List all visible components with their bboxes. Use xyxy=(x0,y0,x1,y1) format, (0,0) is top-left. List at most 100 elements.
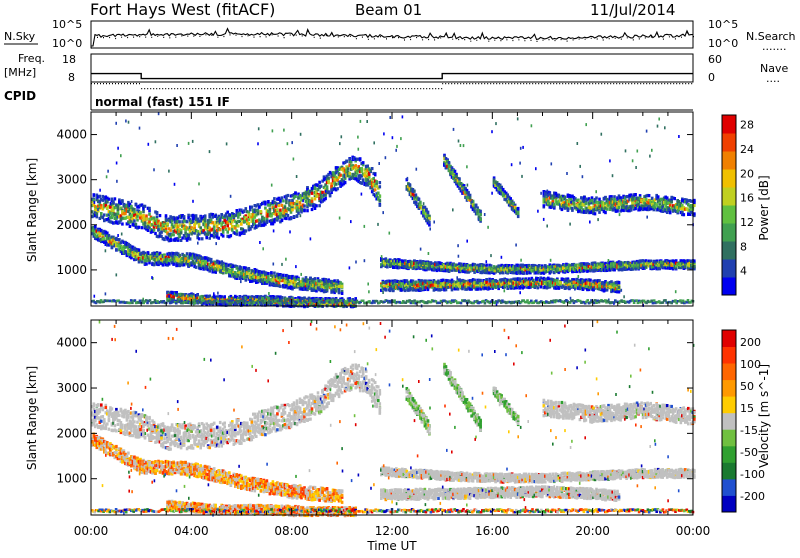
heatmap-cell xyxy=(165,214,168,217)
heatmap-cell xyxy=(145,214,148,217)
noise-left-tick-bottom: 10^0 xyxy=(52,37,82,50)
heatmap-cell xyxy=(141,226,144,229)
heatmap-cell xyxy=(291,208,294,211)
heatmap-cell xyxy=(320,185,323,188)
heatmap-cell xyxy=(294,192,297,195)
beam-label: Beam 01 xyxy=(355,1,422,19)
heatmap-cell xyxy=(166,222,169,225)
heatmap-cell xyxy=(145,262,148,265)
freq-left-tick-top: 18 xyxy=(62,53,76,66)
heatmap-cell xyxy=(347,167,350,170)
heatmap-cell xyxy=(154,232,157,235)
heatmap-cell xyxy=(303,209,306,212)
heatmap-cell xyxy=(236,233,239,236)
heatmap-cell xyxy=(303,204,306,207)
heatmap-cell xyxy=(239,213,242,216)
heatmap-cell xyxy=(172,295,175,298)
heatmap-cell xyxy=(336,187,339,190)
heatmap-cell xyxy=(189,237,192,240)
heatmap-cell xyxy=(315,204,318,207)
noise-right-tick-bottom: 10^0 xyxy=(708,37,738,50)
heatmap-cell xyxy=(245,279,248,282)
heatmap-cell xyxy=(236,229,239,232)
heatmap-cell xyxy=(374,173,377,176)
heatmap-cell xyxy=(139,211,142,214)
heatmap-cell xyxy=(245,229,248,232)
heatmap-cell xyxy=(251,206,254,209)
heatmap-cell xyxy=(99,195,102,198)
nave-dots xyxy=(91,84,693,89)
heatmap-cell xyxy=(366,165,369,168)
nave-legend: .... xyxy=(766,72,780,85)
heatmap-cell xyxy=(267,275,270,278)
heatmap-cell xyxy=(344,181,347,184)
heatmap-cell xyxy=(267,200,270,203)
heatmap-cell xyxy=(360,167,363,170)
heatmap-cell xyxy=(222,231,225,234)
heatmap-cell xyxy=(276,208,279,211)
heatmap-cell xyxy=(485,264,488,267)
heatmap-cell xyxy=(248,267,251,270)
heatmap-cell xyxy=(148,213,151,216)
heatmap-cell xyxy=(314,186,317,189)
heatmap-cell xyxy=(225,228,228,231)
heatmap-cell xyxy=(248,222,251,225)
heatmap-cell xyxy=(178,224,181,227)
heatmap-cell xyxy=(138,248,141,251)
freq-line xyxy=(91,74,693,79)
heatmap-cell xyxy=(270,271,273,274)
heatmap-cell xyxy=(297,212,300,215)
heatmap-cell xyxy=(263,217,266,220)
heatmap-cell xyxy=(338,288,341,291)
heatmap-cell xyxy=(231,268,234,271)
heatmap-cell xyxy=(377,192,380,195)
heatmap-cell xyxy=(371,167,374,170)
noise-right-tick-top: 10^5 xyxy=(708,18,738,31)
heatmap-cell xyxy=(341,285,344,288)
heatmap-cell xyxy=(273,272,276,275)
heatmap-cell xyxy=(293,215,296,218)
heatmap-cell xyxy=(348,158,351,161)
heatmap-cell xyxy=(144,205,147,208)
heatmap-cell xyxy=(287,194,290,197)
heatmap-cell xyxy=(260,210,263,213)
heatmap-cell xyxy=(100,212,103,215)
heatmap-cell xyxy=(279,285,282,288)
heatmap-cell xyxy=(374,188,377,191)
heatmap-cell xyxy=(196,293,199,296)
heatmap-cell xyxy=(318,181,321,184)
heatmap-cell xyxy=(156,211,159,214)
heatmap-cell xyxy=(684,265,687,268)
heatmap-cell xyxy=(121,200,124,203)
heatmap-cell xyxy=(222,234,225,237)
heatmap-cell xyxy=(379,181,382,184)
heatmap-cell xyxy=(284,206,287,209)
freq-left-tick-bottom: 8 xyxy=(68,71,75,84)
heatmap-cell xyxy=(201,237,204,240)
heatmap-cell xyxy=(239,296,242,299)
nsearch-legend: ....... xyxy=(762,40,786,53)
heatmap-cell xyxy=(204,214,207,217)
heatmap-cell xyxy=(94,225,97,228)
heatmap-cell xyxy=(550,270,553,273)
heatmap-cell xyxy=(339,174,342,177)
heatmap-cell xyxy=(213,226,216,229)
heatmap-cell xyxy=(96,215,99,218)
nave-right-tick-top: 60 xyxy=(708,53,722,66)
heatmap-cell xyxy=(195,266,198,269)
heatmap-cell xyxy=(93,193,96,196)
heatmap-cell xyxy=(186,220,189,223)
heatmap-cell xyxy=(205,236,208,239)
heatmap-cell xyxy=(156,253,159,256)
heatmap-cell xyxy=(172,263,175,266)
plot-title: Fort Hays West (fitACF) xyxy=(90,0,275,19)
heatmap-cell xyxy=(257,212,260,215)
heatmap-cell xyxy=(133,219,136,222)
heatmap-cell xyxy=(375,180,378,183)
heatmap-cell xyxy=(279,209,282,212)
heatmap-cell xyxy=(144,221,147,224)
heatmap-cell xyxy=(153,216,156,219)
freq-unit-label: [MHz] xyxy=(4,66,36,79)
heatmap-cell xyxy=(135,223,138,226)
